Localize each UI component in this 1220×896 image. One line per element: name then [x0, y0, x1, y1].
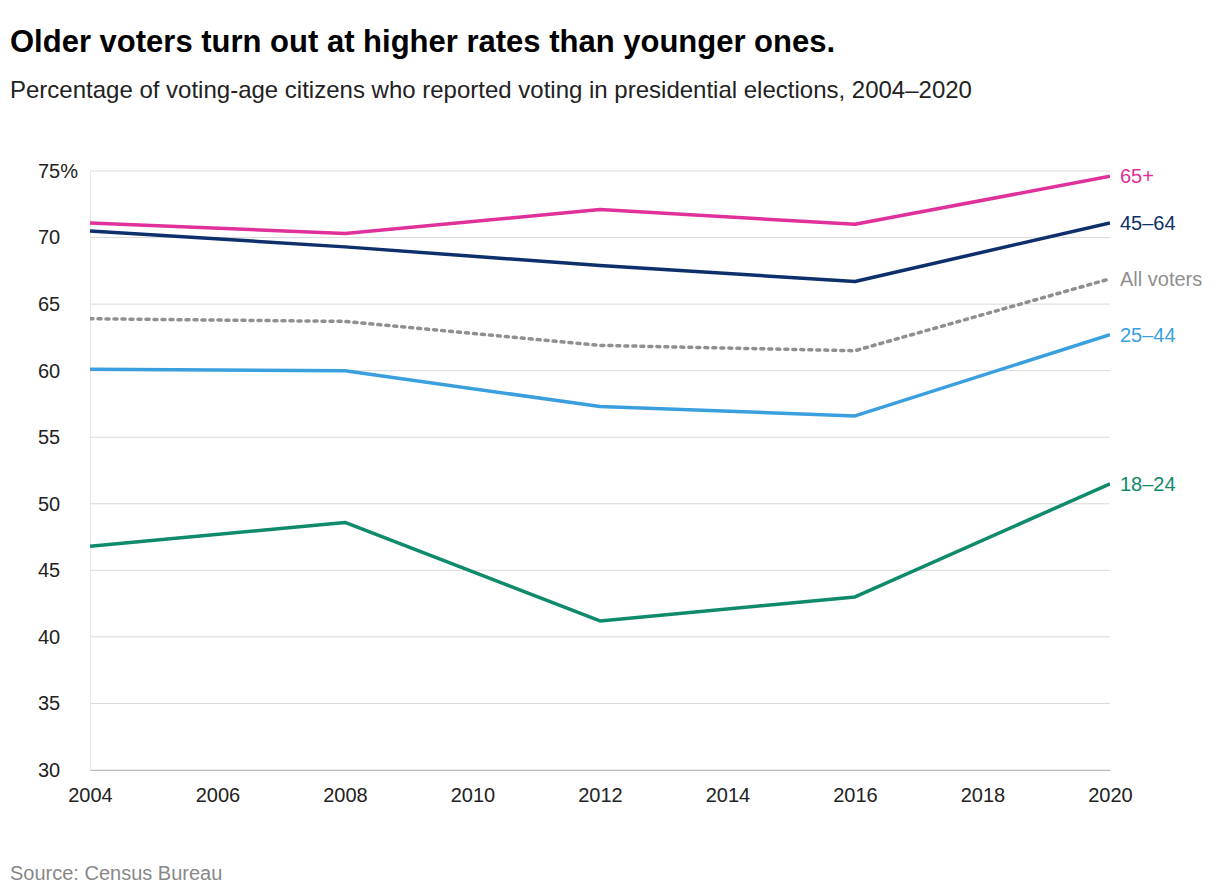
y-tick: 30: [38, 759, 90, 781]
series-label: 65+: [1120, 165, 1154, 187]
grid-line: [90, 703, 1110, 704]
y-tick: 70: [38, 226, 90, 248]
series-label: 25–44: [1120, 324, 1176, 346]
lines: [90, 176, 1110, 621]
series-line: [90, 279, 1110, 351]
y-tick-label: 40: [38, 626, 60, 648]
x-axis-line: [91, 770, 1111, 771]
series-line: [90, 484, 1110, 621]
x-tick: 2018: [961, 770, 1006, 806]
grid-line: [90, 636, 1110, 637]
y-tick: 50: [38, 493, 90, 515]
y-tick: 75%: [38, 160, 90, 182]
y-tick: 55: [38, 426, 90, 448]
grid-line: [90, 570, 1110, 571]
series-label: 18–24: [1120, 473, 1176, 495]
y-axis: 30 35 40 45 50 55 60 65 70 75%: [38, 160, 91, 781]
x-tick-label: 2004: [68, 784, 113, 806]
x-axis: 2004 2006 2008 2010 2012 2014 2016 2018 2020: [68, 770, 1133, 806]
x-tick: 2014: [706, 770, 751, 806]
x-tick-label: 2006: [196, 784, 241, 806]
x-tick: 2004: [68, 770, 113, 806]
series-line: [90, 223, 1110, 282]
grid: [90, 171, 1110, 770]
series-labels: 65+ 45–64 All voters 25–44 18–24: [1120, 165, 1202, 494]
series-label: 45–64: [1120, 212, 1176, 234]
y-axis-line: [90, 172, 91, 771]
y-tick-label: 35: [38, 692, 60, 714]
grid-line: [90, 237, 1110, 238]
y-tick-label: 70: [38, 226, 60, 248]
x-tick-label: 2012: [578, 784, 623, 806]
y-tick-label: 75%: [38, 160, 78, 182]
grid-line: [90, 304, 1110, 305]
y-tick: 35: [38, 692, 90, 714]
x-tick: 2006: [196, 770, 241, 806]
grid-line: [90, 770, 1110, 771]
y-tick: 65: [38, 293, 90, 315]
y-tick-label: 60: [38, 360, 60, 382]
source: Source: Census Bureau: [10, 862, 222, 884]
x-tick-label: 2020: [1088, 784, 1133, 806]
subtitle: Percentage of voting-age citizens who re…: [10, 76, 972, 103]
y-tick-label: 45: [38, 559, 60, 581]
x-tick: 2008: [323, 770, 368, 806]
x-tick-label: 2016: [833, 784, 878, 806]
title: Older voters turn out at higher rates th…: [10, 24, 835, 59]
x-tick: 2016: [833, 770, 878, 806]
x-tick-label: 2008: [323, 784, 368, 806]
series-line: [90, 335, 1110, 416]
x-tick-label: 2018: [961, 784, 1006, 806]
x-tick: 2010: [451, 770, 496, 806]
series-label: All voters: [1120, 268, 1202, 290]
x-tick: 2012: [578, 770, 623, 806]
y-tick-label: 55: [38, 426, 60, 448]
y-tick-label: 30: [38, 759, 60, 781]
chart: Older voters turn out at higher rates th…: [0, 0, 1220, 896]
grid-line: [90, 503, 1110, 504]
x-tick-label: 2010: [451, 784, 496, 806]
grid-line: [90, 171, 1110, 172]
x-tick: 2020: [1088, 770, 1133, 806]
x-tick-label: 2014: [706, 784, 751, 806]
y-tick-label: 65: [38, 293, 60, 315]
y-tick: 40: [38, 626, 90, 648]
series-line: [90, 176, 1110, 233]
y-tick-label: 50: [38, 493, 60, 515]
grid-line: [90, 437, 1110, 438]
y-tick: 60: [38, 360, 90, 382]
y-tick: 45: [38, 559, 90, 581]
